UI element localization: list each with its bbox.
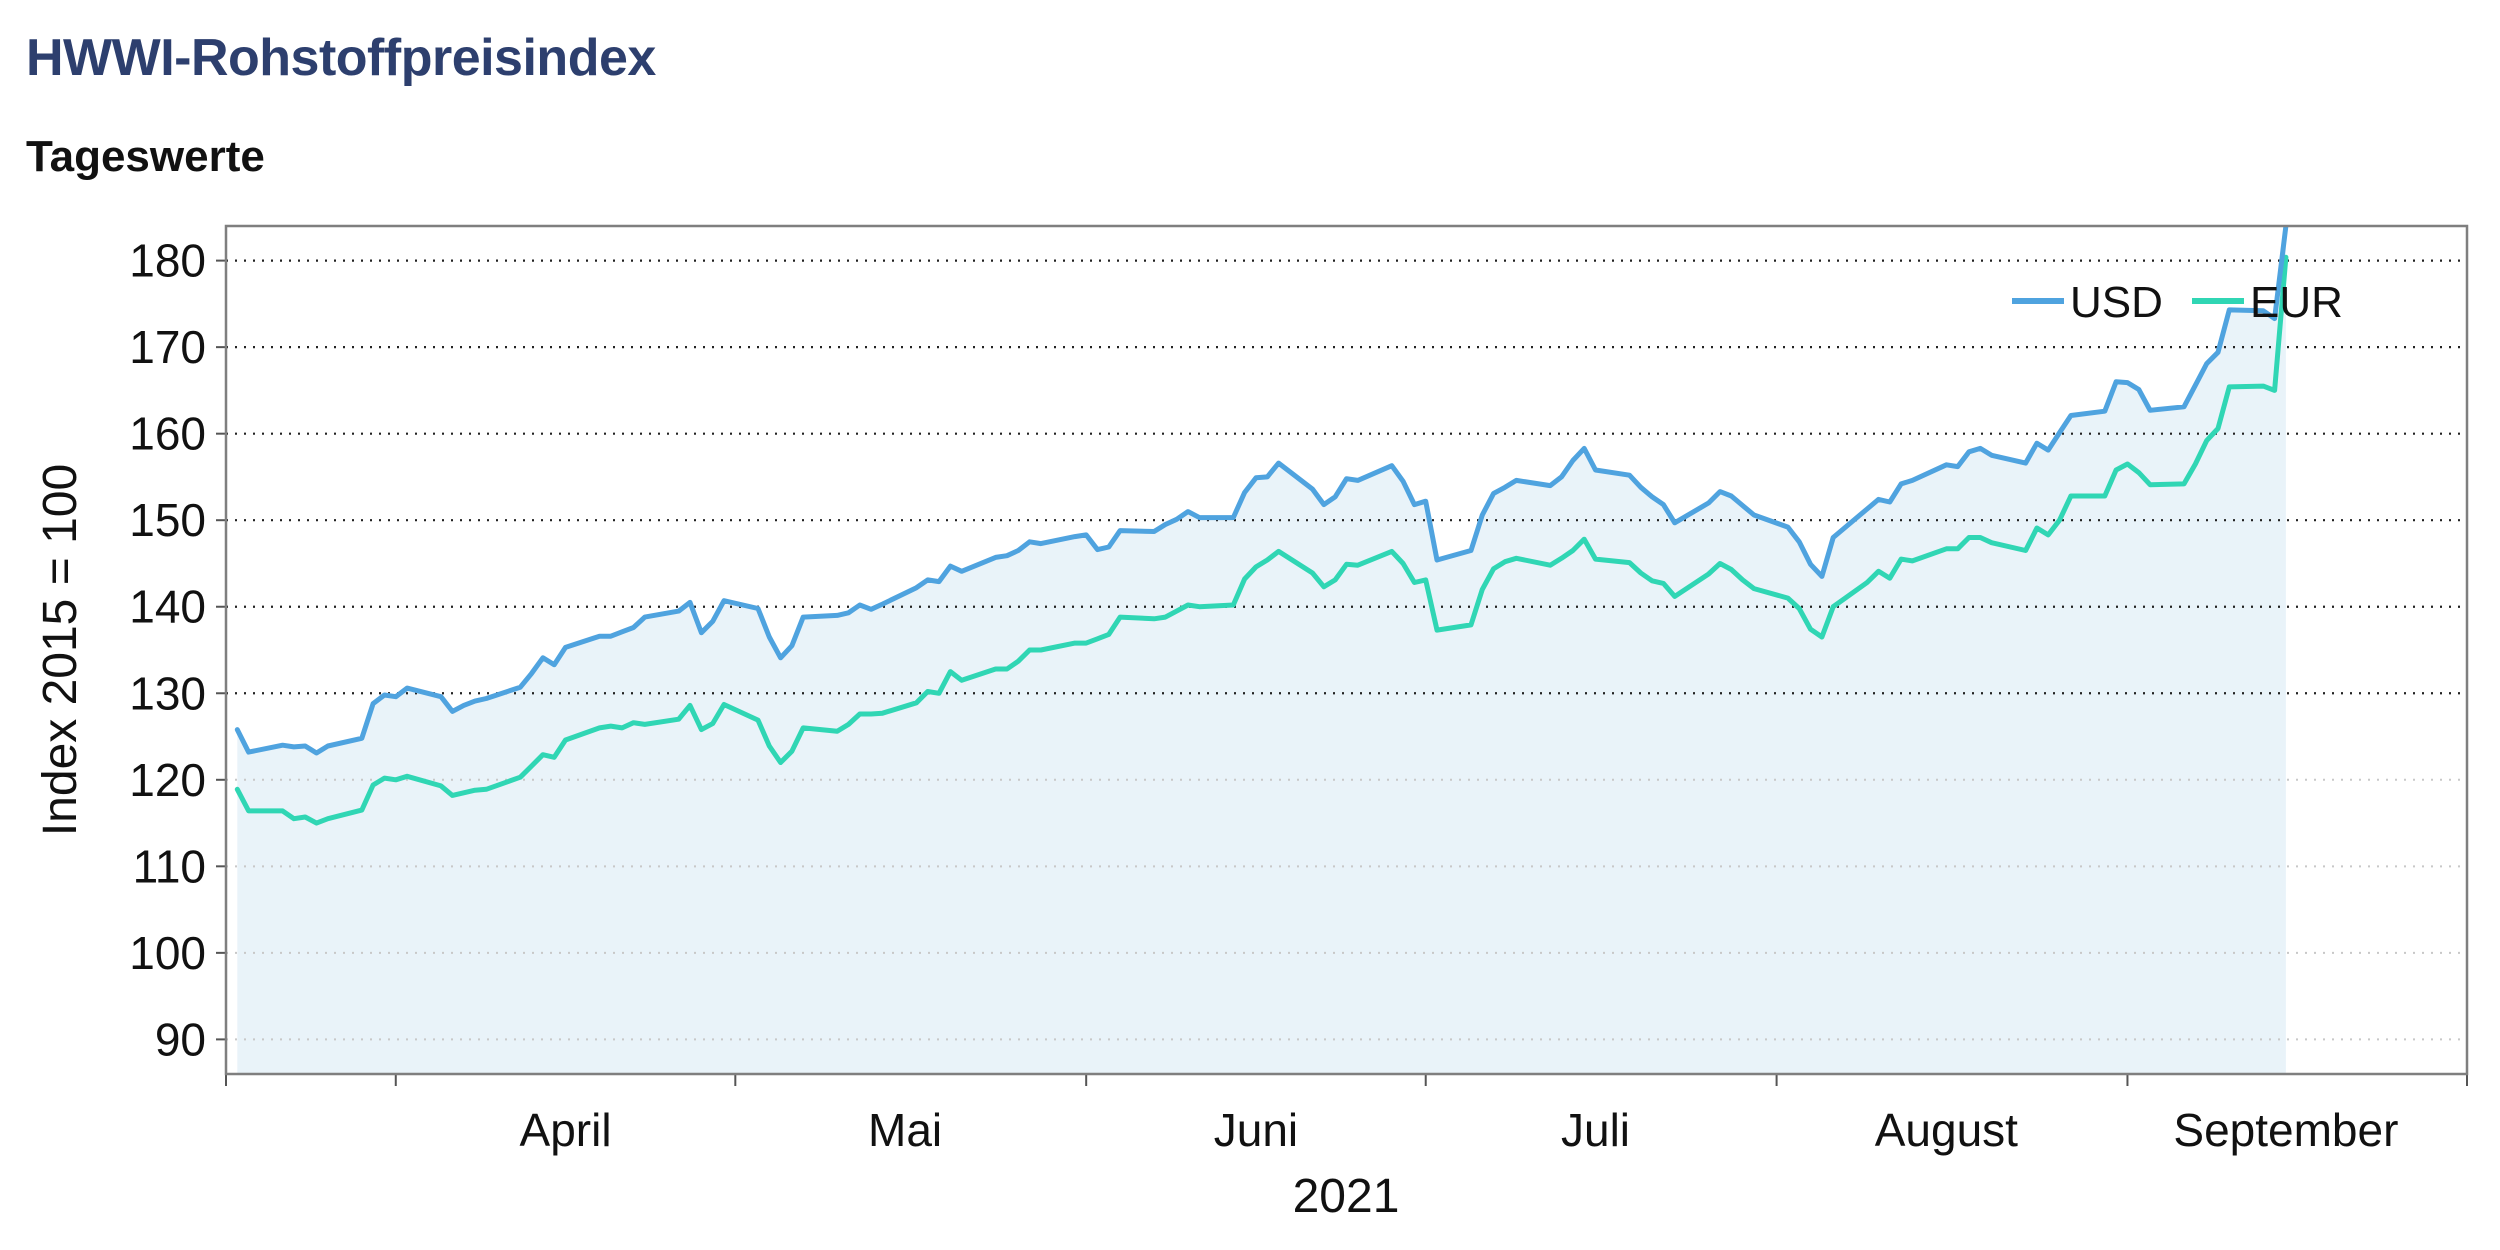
- y-tick-label-110: 110: [133, 840, 206, 892]
- y-axis-title: Index 2015 = 100: [34, 464, 87, 836]
- y-tick-label-130: 130: [129, 667, 206, 719]
- series-layer: [234, 226, 2289, 826]
- y-tick-label-120: 120: [129, 754, 206, 806]
- x-tick-label-september: September: [2173, 1104, 2398, 1156]
- legend-label-eur: EUR: [2250, 278, 2343, 327]
- chart-title: HWWI-Rohstoffpreisindex: [26, 29, 656, 87]
- y-tick-label-160: 160: [129, 408, 206, 460]
- plot-frame: [224, 224, 2469, 1076]
- y-tick-label-170: 170: [129, 321, 206, 373]
- series-line-eur: [234, 254, 2289, 826]
- y-tick-label-150: 150: [129, 494, 206, 546]
- y-tick-label-90: 90: [155, 1013, 206, 1065]
- y-tick-label-140: 140: [129, 581, 206, 633]
- x-tick-label-mai: Mai: [868, 1104, 942, 1156]
- x-tick-label-juni: Juni: [1214, 1104, 1298, 1156]
- y-tick-label-100: 100: [129, 927, 206, 979]
- y-tick-label-180: 180: [129, 235, 206, 287]
- axis-layer: 90 100 110 120 130 140 150 160 170 180 April Mai Jun…: [129, 235, 2468, 1156]
- series-area-fill: [237, 226, 2286, 1074]
- x-tick-label-juli: Juli: [1561, 1104, 1630, 1156]
- x-tick-label-april: April: [520, 1104, 612, 1156]
- chart-subtitle: Tageswerte: [26, 132, 265, 181]
- series-line-usd: [234, 226, 2289, 756]
- legend: USD EUR: [2012, 278, 2343, 327]
- legend-label-usd: USD: [2070, 278, 2163, 327]
- x-tick-label-august: August: [1875, 1104, 2018, 1156]
- x-axis-title: 2021: [1293, 1170, 1400, 1223]
- area-layer: [237, 226, 2286, 1074]
